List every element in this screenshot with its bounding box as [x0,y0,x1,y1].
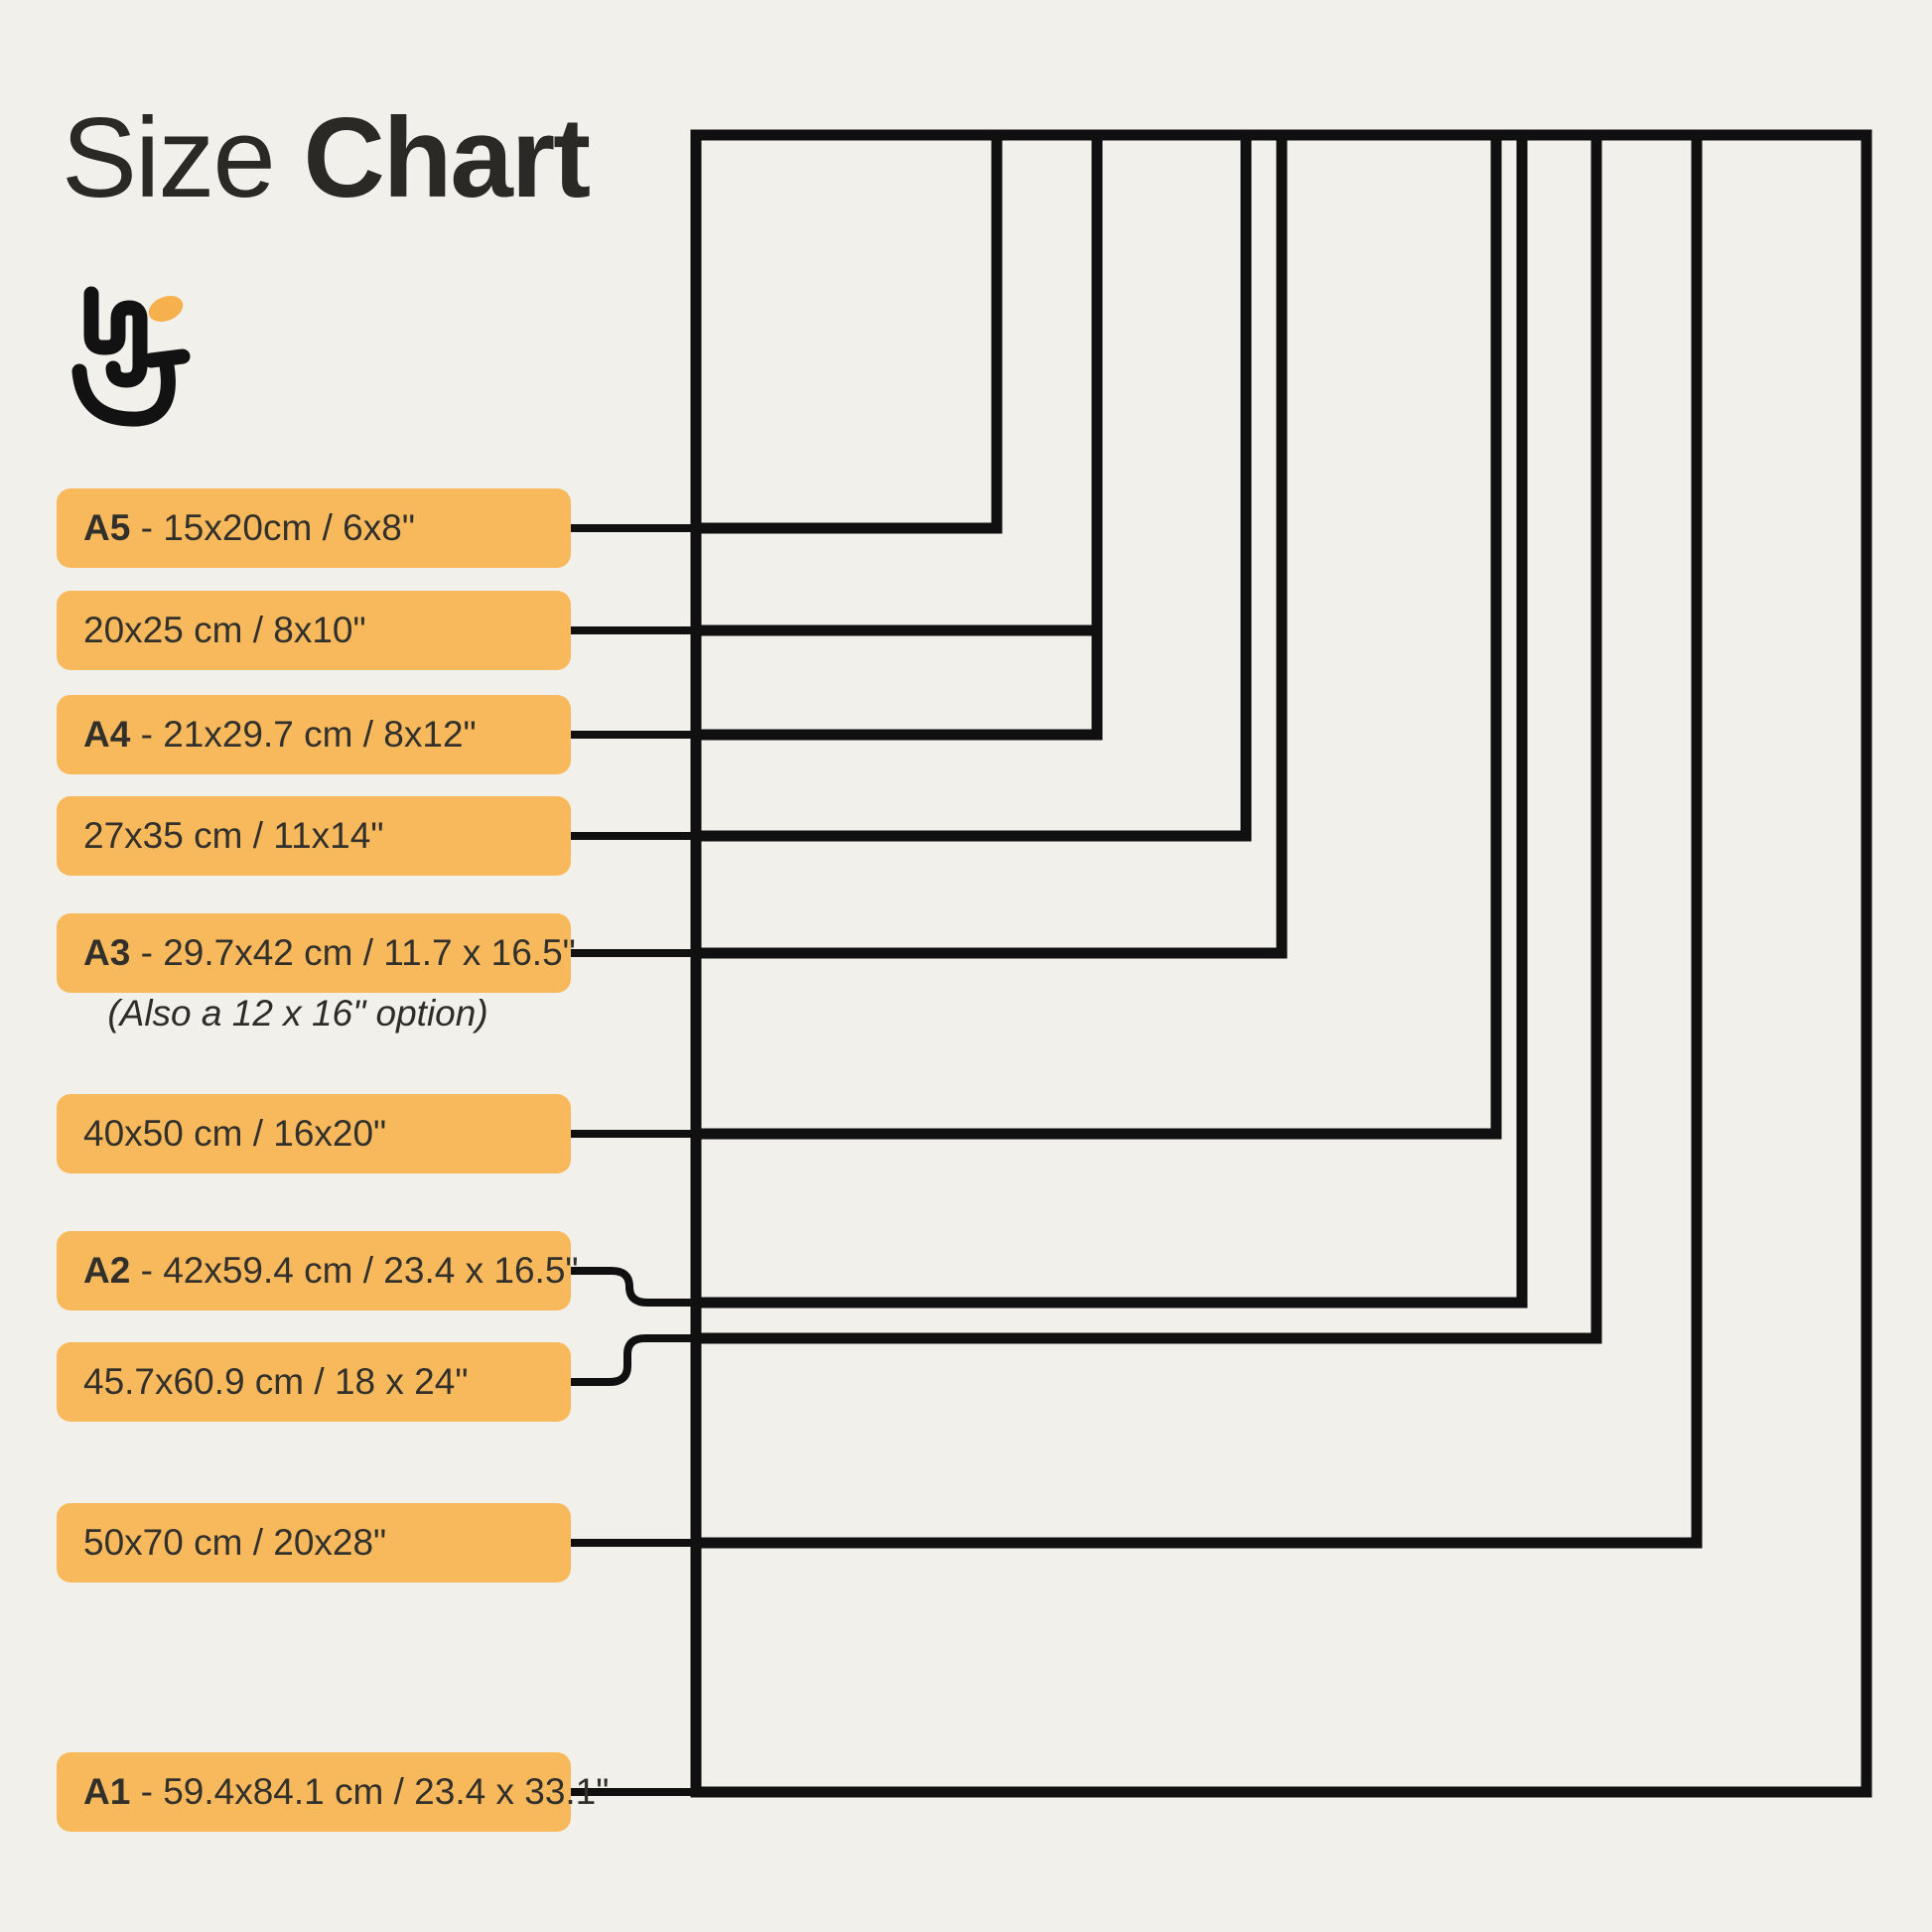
logo-accent-dot [148,295,184,323]
size-rect-a2 [690,129,1528,1309]
logo-h-glyph [83,286,148,388]
logo-smile-stroke [71,357,176,427]
size-label-a4: A4 - 21x29.7 cm / 8x12" [57,695,571,774]
size-code: A4 [83,714,131,755]
size-code: A2 [83,1250,131,1291]
size-label-20x25-cm: 20x25 cm / 8x10" [57,591,571,670]
size-rect-a5 [690,129,1003,534]
size-dimensions-text: 59.4x84.1 cm / 23.4 x 33.1" [163,1771,610,1812]
size-rect-a1 [690,129,1872,1798]
size-label-a2: A2 - 42x59.4 cm / 23.4 x 16.5" [57,1231,579,1311]
size-dimensions-text: 29.7x42 cm / 11.7 x 16.5" [163,932,576,973]
size-dimensions-text: 50x70 cm / 20x28" [83,1522,387,1563]
size-code: A1 [83,1771,131,1812]
connector-line-45.7x60.9-cm [571,1334,696,1386]
size-dimensions-text: 42x59.4 cm / 23.4 x 16.5" [163,1250,579,1291]
size-dimensions-text: 40x50 cm / 16x20" [83,1113,387,1154]
page-title: Size Chart [62,99,591,218]
size-dimensions-text: 27x35 cm / 11x14" [83,815,384,856]
size-dimensions-text: 21x29.7 cm / 8x12" [163,714,477,755]
size-dimensions-text: 45.7x60.9 cm / 18 x 24" [83,1361,469,1402]
logo-smile-flick [143,348,191,368]
size-dimensions-text: 20x25 cm / 8x10" [83,610,366,650]
size-code: A5 [83,507,131,548]
size-rect-a4 [690,129,1103,741]
a3-alternative-size-note: (Also a 12 x 16" option) [107,993,488,1034]
size-label-50x70-cm: 50x70 cm / 20x28" [57,1503,571,1583]
size-label-a3: A3 - 29.7x42 cm / 11.7 x 16.5" [57,913,576,993]
size-rect-20x25-cm [690,129,1103,636]
size-label-40x50-cm: 40x50 cm / 16x20" [57,1094,571,1173]
size-dimensions-text: 15x20cm / 6x8" [163,507,415,548]
smiley-hand-brand-logo [71,286,191,427]
size-label-a5: A5 - 15x20cm / 6x8" [57,488,571,568]
size-label-45.7x60.9-cm: 45.7x60.9 cm / 18 x 24" [57,1342,571,1422]
connector-line-a2 [571,1267,696,1307]
title-word-chart: Chart [303,95,591,221]
size-code: A3 [83,932,131,973]
title-word-size: Size [62,95,276,221]
size-label-a1: A1 - 59.4x84.1 cm / 23.4 x 33.1" [57,1752,609,1832]
size-rect-a3 [690,129,1288,959]
size-label-27x35-cm: 27x35 cm / 11x14" [57,796,571,876]
